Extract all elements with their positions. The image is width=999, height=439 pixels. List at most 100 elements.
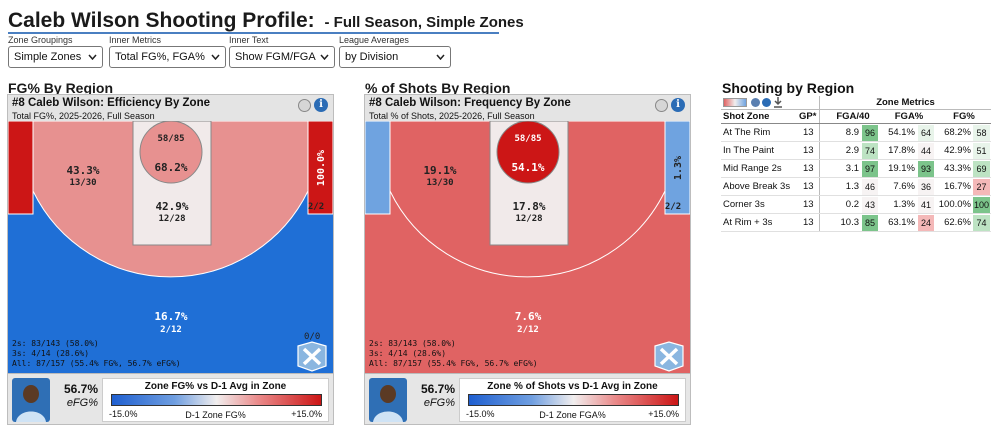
- paint-fraction: 12/28: [515, 214, 542, 224]
- column-divider: [819, 160, 820, 177]
- chevron-down-icon: [436, 54, 445, 60]
- row-fga-pct: 7.6%: [893, 181, 915, 192]
- row-fga40-rank: 96: [862, 125, 878, 141]
- row-fga-pct: 17.8%: [888, 145, 915, 156]
- info-icon[interactable]: [762, 98, 771, 107]
- row-fga40: 3.1: [845, 163, 859, 174]
- col-shot-zone[interactable]: Shot Zone: [723, 111, 770, 122]
- row-fga40-rank: 46: [862, 179, 878, 195]
- legend-title: Zone % of Shots vs D-1 Avg in Zone: [487, 381, 658, 392]
- row-fg-pct: 16.7%: [944, 181, 971, 192]
- row-gp: 13: [803, 127, 814, 138]
- row-fga40-rank: 85: [862, 215, 878, 231]
- stat-line-3s: 3s: 4/14 (28.6%): [369, 349, 446, 358]
- row-fga-pct: 63.1%: [888, 217, 915, 228]
- row-fg-pct: 100.0%: [938, 199, 971, 210]
- corner-three-fraction: 2/2: [665, 202, 681, 212]
- chevron-down-icon: [320, 54, 329, 60]
- efg-label: eFG%: [66, 397, 98, 409]
- three-point-fraction: 2/12: [160, 325, 182, 335]
- row-zone: In The Paint: [723, 145, 775, 156]
- column-divider: [819, 124, 820, 141]
- row-fga40: 10.3: [840, 217, 860, 228]
- player-avatar: [12, 378, 50, 422]
- col-gp[interactable]: GP*: [799, 111, 817, 122]
- league-averages-select[interactable]: by Division: [339, 46, 451, 68]
- stat-line-all: All: 87/157 (55.4% FG%, 56.7% eFG%): [369, 359, 538, 368]
- league-averages-label: League Averages: [339, 35, 409, 45]
- rim-zone: [496, 121, 560, 184]
- stat-line-all: All: 87/157 (55.4% FG%, 56.7% eFG%): [12, 359, 181, 368]
- row-fga40-rank: 97: [862, 161, 878, 177]
- inner-metrics-label: Inner Metrics: [109, 35, 162, 45]
- inner-metrics-value: Total FG%, FGA%: [115, 51, 205, 63]
- row-fg-pct-rank: 69: [973, 161, 990, 177]
- page-title-main: Caleb Wilson Shooting Profile:: [8, 9, 315, 32]
- row-gp: 13: [803, 217, 814, 228]
- frequency-court-chart: 58/85 54.1% 17.8% 12/28 19.1% 13/30 1.3%…: [365, 121, 690, 373]
- league-averages-value: by Division: [345, 51, 399, 63]
- frequency-panel: #8 Caleb Wilson: Frequency By Zone Total…: [364, 94, 691, 425]
- three-point-percent: 7.6%: [515, 310, 542, 323]
- team-logo: [297, 341, 327, 372]
- info-icon[interactable]: i: [314, 98, 328, 112]
- row-fga-pct-rank: 93: [918, 161, 934, 177]
- legend-axis-label: D-1 Zone FG%: [185, 410, 246, 420]
- circle-toggle-icon[interactable]: [751, 98, 760, 107]
- frequency-section-title: % of Shots By Region: [365, 80, 511, 96]
- col-fga-pct[interactable]: FGA%: [894, 111, 924, 122]
- inner-metrics-select[interactable]: Total FG%, FGA%: [109, 46, 226, 68]
- league-averages-control: League Averages by Division: [339, 34, 451, 68]
- row-fga-pct-rank: 64: [918, 125, 934, 141]
- efficiency-panel-header: #8 Caleb Wilson: Efficiency By Zone Tota…: [8, 95, 333, 122]
- table-row: Above Break 3s 13 1.3 46 7.6% 36 16.7% 27: [721, 178, 991, 196]
- row-fga40: 2.9: [845, 145, 859, 156]
- shooting-table: Zone Metrics Shot Zone GP* FGA/40 FGA% F…: [721, 96, 991, 232]
- table-header: Shot Zone GP* FGA/40 FGA% FG%: [721, 110, 991, 124]
- col-fga40[interactable]: FGA/40: [836, 111, 870, 122]
- row-gp: 13: [803, 145, 814, 156]
- paint-percent: 42.9%: [155, 200, 188, 213]
- row-fg-pct: 62.6%: [944, 217, 971, 228]
- efg-value: 56.7%: [420, 382, 455, 396]
- rim-percent: 68.2%: [154, 161, 187, 174]
- row-zone: At Rim + 3s: [723, 217, 773, 228]
- table-row: Corner 3s 13 0.2 43 1.3% 41 100.0% 100: [721, 196, 991, 214]
- efficiency-panel-title: #8 Caleb Wilson: Efficiency By Zone: [12, 97, 210, 109]
- corner-three-percent: 1.3%: [673, 156, 684, 180]
- row-fga40-rank: 74: [862, 143, 878, 159]
- frequency-panel-footer: 56.7% eFG% Zone % of Shots vs D-1 Avg in…: [365, 373, 690, 424]
- legend-gradient: [111, 394, 322, 406]
- zone-groupings-control: Zone Groupings Simple Zones: [8, 34, 103, 68]
- table-body: At The Rim 13 8.9 96 54.1% 64 68.2% 58 In The Pa…: [721, 124, 991, 232]
- rim-fraction: 58/85: [514, 134, 541, 144]
- title-underline: [8, 32, 499, 34]
- table-row: At Rim + 3s 13 10.3 85 63.1% 24 62.6% 74: [721, 214, 991, 232]
- download-icon[interactable]: [773, 97, 783, 108]
- row-zone: At The Rim: [723, 127, 771, 138]
- zone-groupings-value: Simple Zones: [14, 51, 82, 63]
- inner-text-select[interactable]: Show FGM/FGA: [229, 46, 335, 68]
- zone-groupings-label: Zone Groupings: [8, 35, 73, 45]
- mid-range-percent: 19.1%: [423, 164, 456, 177]
- row-fga40: 0.2: [845, 199, 859, 210]
- row-fg-pct-rank: 100: [973, 197, 990, 213]
- toggle-circle-icon[interactable]: [655, 99, 668, 112]
- stat-line-2s: 2s: 83/143 (58.0%): [12, 339, 99, 348]
- mid-range-percent: 43.3%: [66, 164, 99, 177]
- zone-groupings-select[interactable]: Simple Zones: [8, 46, 103, 68]
- inner-text-control: Inner Text Show FGM/FGA: [229, 34, 335, 68]
- color-scale-icon[interactable]: [723, 98, 747, 107]
- table-header-group: Zone Metrics: [721, 96, 991, 110]
- paint-percent: 17.8%: [512, 200, 545, 213]
- page-subtitle: - Full Season, Simple Zones: [324, 14, 524, 31]
- row-fga-pct-rank: 24: [918, 215, 934, 231]
- row-fg-pct-rank: 51: [973, 143, 990, 159]
- info-icon[interactable]: i: [671, 98, 685, 112]
- row-fga40: 1.3: [845, 181, 859, 192]
- col-fg-pct[interactable]: FG%: [953, 111, 975, 122]
- stray-zone-label: 0/0: [304, 332, 320, 342]
- toggle-circle-icon[interactable]: [298, 99, 311, 112]
- left-corner-three-zone: [8, 121, 34, 215]
- row-gp: 13: [803, 181, 814, 192]
